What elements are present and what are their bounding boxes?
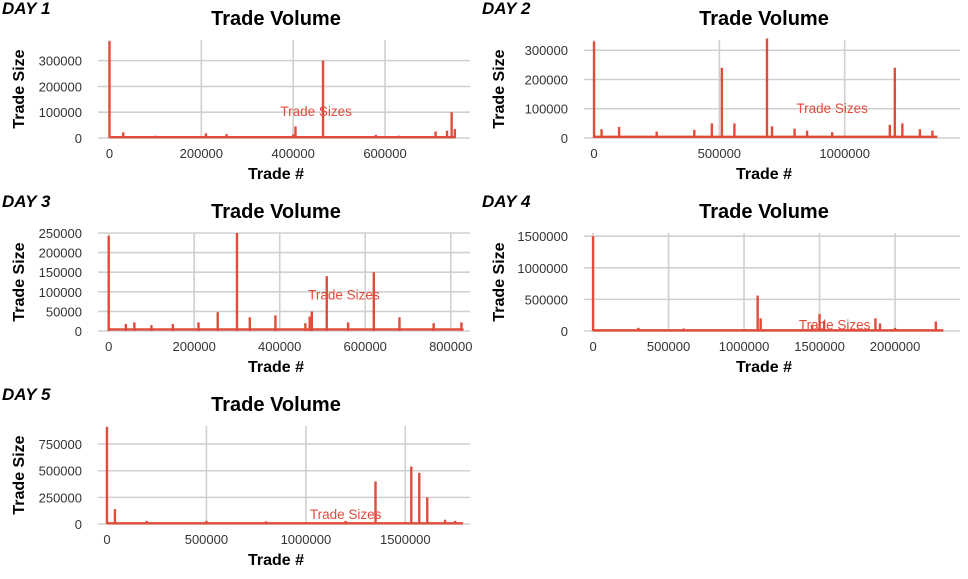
plot-title: Trade Volume xyxy=(211,201,341,223)
series-annotation: Trade Sizes xyxy=(280,104,352,119)
x-tick-label: 600000 xyxy=(363,146,406,161)
x-tick-label: 1000000 xyxy=(281,532,332,547)
x-tick-label: 200000 xyxy=(180,146,223,161)
y-axis-label: Trade Size xyxy=(491,242,508,321)
panel-day-5: DAY 5 Trade Volume 0 250000 500000 750000 0 500… xyxy=(2,385,470,569)
plot-title: Trade Volume xyxy=(211,394,341,416)
series-annotation: Trade Sizes xyxy=(308,288,380,303)
x-tick-label: 500000 xyxy=(647,339,690,354)
y-tick-label: 50000 xyxy=(46,304,82,319)
x-tick-label: 500000 xyxy=(185,532,228,547)
x-tick-label: 1000000 xyxy=(819,146,870,161)
x-tick-label: 1500000 xyxy=(794,339,845,354)
y-tick-label: 500000 xyxy=(525,292,568,307)
y-axis-label: Trade Size xyxy=(11,242,28,321)
plot-title: Trade Volume xyxy=(699,8,829,30)
x-tick-label: 2000000 xyxy=(870,339,921,354)
plot-title: Trade Volume xyxy=(211,8,341,30)
plot-title: Trade Volume xyxy=(699,201,829,223)
x-axis-label: Trade # xyxy=(248,552,304,569)
y-tick-label: 1000000 xyxy=(517,261,568,276)
x-tick-label: 400000 xyxy=(271,146,314,161)
y-tick-label: 750000 xyxy=(39,437,82,452)
x-tick-label: 600000 xyxy=(344,339,387,354)
y-axis-label: Trade Size xyxy=(11,435,28,514)
panel-day-4: DAY 4 Trade Volume 0 500000 1000000 1500000 0 5… xyxy=(482,192,960,376)
y-tick-label: 1500000 xyxy=(517,229,568,244)
y-tick-label: 0 xyxy=(75,131,82,146)
x-tick-label: 500000 xyxy=(698,146,741,161)
y-tick-label: 0 xyxy=(561,324,568,339)
panel-tag: DAY 1 xyxy=(2,0,51,18)
x-tick-label: 0 xyxy=(590,146,597,161)
y-tick-label: 0 xyxy=(75,324,82,339)
panel-tag: DAY 4 xyxy=(482,192,531,211)
x-tick-label: 1000000 xyxy=(719,339,770,354)
series-annotation: Trade Sizes xyxy=(796,101,868,116)
x-axis-label: Trade # xyxy=(736,359,792,376)
series-annotation: Trade Sizes xyxy=(799,318,871,333)
panel-day-1: DAY 1 Trade Volume 0 100000 200000 300000 0 200… xyxy=(2,0,470,183)
y-tick-label: 250000 xyxy=(39,226,82,241)
y-tick-label: 150000 xyxy=(39,265,82,280)
series-annotation: Trade Sizes xyxy=(310,507,382,522)
y-tick-label: 0 xyxy=(561,131,568,146)
x-tick-label: 0 xyxy=(589,339,596,354)
y-axis-label: Trade Size xyxy=(11,49,28,128)
y-tick-label: 300000 xyxy=(525,43,568,58)
panel-tag: DAY 5 xyxy=(2,385,51,404)
x-tick-label: 400000 xyxy=(258,339,301,354)
x-tick-label: 800000 xyxy=(429,339,472,354)
panel-tag: DAY 3 xyxy=(2,192,51,211)
y-tick-label: 250000 xyxy=(39,490,82,505)
y-tick-label: 100000 xyxy=(39,105,82,120)
y-tick-label: 100000 xyxy=(39,285,82,300)
x-axis-label: Trade # xyxy=(248,166,304,183)
x-tick-label: 0 xyxy=(103,532,110,547)
y-axis-label: Trade Size xyxy=(491,49,508,128)
x-axis-label: Trade # xyxy=(248,359,304,376)
x-axis-label: Trade # xyxy=(736,166,792,183)
x-tick-label: 0 xyxy=(106,146,113,161)
panel-tag: DAY 2 xyxy=(482,0,531,18)
y-tick-label: 200000 xyxy=(39,79,82,94)
y-tick-label: 200000 xyxy=(39,246,82,261)
y-tick-label: 100000 xyxy=(525,102,568,117)
x-tick-label: 0 xyxy=(105,339,112,354)
y-tick-label: 300000 xyxy=(39,54,82,69)
panel-day-3: DAY 3 Trade Volume 0 50000 100000 150000 20000… xyxy=(2,192,472,376)
x-tick-label: 1500000 xyxy=(380,532,431,547)
x-tick-label: 200000 xyxy=(173,339,216,354)
y-tick-label: 0 xyxy=(75,517,82,532)
y-tick-label: 500000 xyxy=(39,464,82,479)
y-tick-label: 200000 xyxy=(525,72,568,87)
panel-day-2: DAY 2 Trade Volume 0 100000 200000 300000 0 500… xyxy=(482,0,960,183)
